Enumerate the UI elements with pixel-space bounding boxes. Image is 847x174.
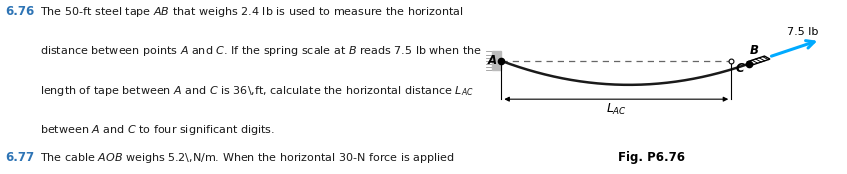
Text: Fig. P6.76: Fig. P6.76 (618, 151, 685, 164)
Text: distance between points $A$ and $C$. If the spring scale at $B$ reads 7.5 lb whe: distance between points $A$ and $C$. If … (40, 44, 482, 58)
Text: The cable $AOB$ weighs 5.2\,N/m. When the horizontal 30-N force is applied: The cable $AOB$ weighs 5.2\,N/m. When th… (40, 151, 454, 165)
Text: B: B (750, 44, 759, 57)
Text: 6.76: 6.76 (5, 5, 35, 18)
Text: A: A (487, 54, 496, 67)
Text: between $A$ and $C$ to four significant digits.: between $A$ and $C$ to four significant … (40, 123, 274, 137)
Bar (492, 51, 501, 70)
Text: length of tape between $A$ and $C$ is 36\,ft, calculate the horizontal distance : length of tape between $A$ and $C$ is 36… (40, 84, 473, 97)
Text: The 50-ft steel tape $AB$ that weighs 2.4 lb is used to measure the horizontal: The 50-ft steel tape $AB$ that weighs 2.… (40, 5, 463, 19)
Text: C: C (736, 62, 745, 75)
Text: 6.77: 6.77 (5, 151, 35, 164)
Text: 7.5 lb: 7.5 lb (787, 27, 818, 37)
Text: $L_{AC}$: $L_{AC}$ (606, 102, 627, 117)
